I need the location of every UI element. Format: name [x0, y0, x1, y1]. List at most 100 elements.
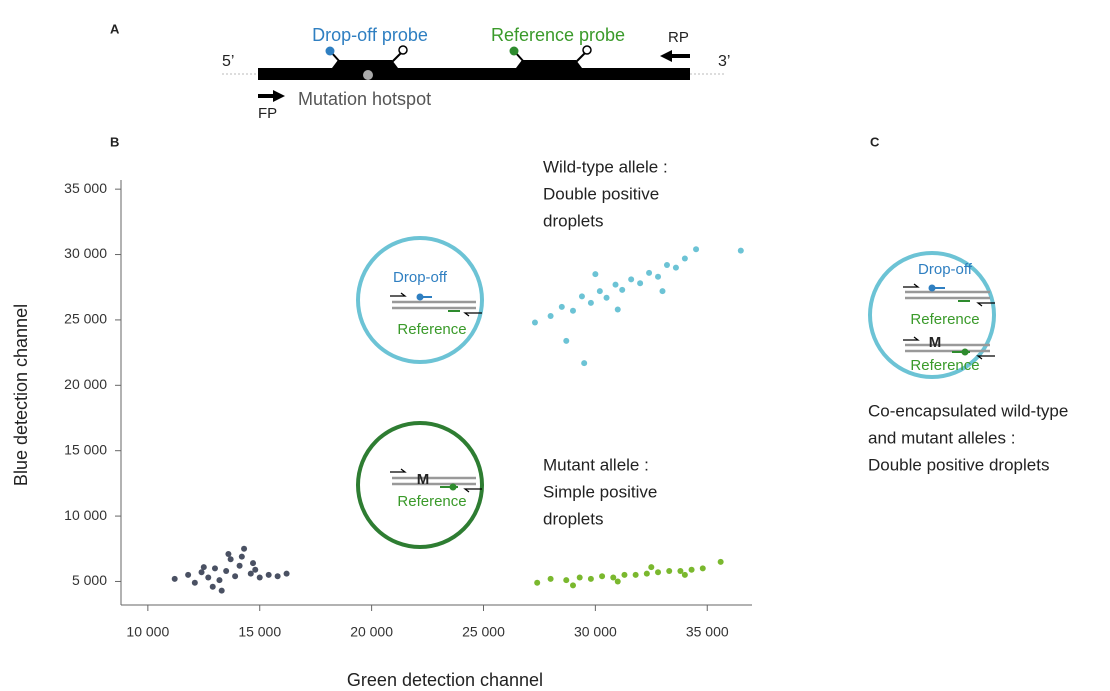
point: [228, 556, 234, 562]
x-tick-label: 25 000: [462, 624, 505, 640]
primer-arrow: [660, 50, 690, 62]
quencher: [583, 46, 591, 54]
fluorophore: [450, 484, 457, 491]
point: [563, 338, 569, 344]
fluorophore: [510, 47, 519, 56]
point: [172, 576, 178, 582]
label: Reference: [910, 357, 979, 374]
y-tick-label: 30 000: [64, 245, 107, 261]
dna-strand: [258, 68, 690, 80]
point: [577, 575, 583, 581]
point: [700, 565, 706, 571]
label: Mutation hotspot: [298, 89, 431, 109]
annotation: Mutant allele :: [543, 455, 649, 474]
probe: [516, 60, 582, 68]
point: [185, 572, 191, 578]
point: [581, 360, 587, 366]
label: M: [929, 334, 942, 351]
label: Drop-off: [393, 269, 448, 286]
point: [284, 571, 290, 577]
point: [563, 577, 569, 583]
point: [570, 308, 576, 314]
y-tick-label: 25 000: [64, 311, 107, 327]
point: [199, 569, 205, 575]
point: [718, 559, 724, 565]
y-tick-label: 15 000: [64, 441, 107, 457]
point: [548, 576, 554, 582]
x-tick-label: 30 000: [574, 624, 617, 640]
fluorophore: [417, 294, 424, 301]
point: [646, 270, 652, 276]
primer: [978, 356, 995, 359]
point: [219, 588, 225, 594]
point: [738, 248, 744, 254]
label: M: [417, 471, 430, 488]
point: [621, 572, 627, 578]
point: [644, 571, 650, 577]
label: Drop-off probe: [312, 25, 428, 45]
annotations: Wild-type allele :Double positivedroplet…: [543, 157, 668, 528]
point: [216, 577, 222, 583]
point: [257, 575, 263, 581]
point: [693, 246, 699, 252]
panel-label: B: [110, 134, 119, 149]
point: [682, 572, 688, 578]
point: [633, 572, 639, 578]
point: [666, 568, 672, 574]
probe: [332, 60, 398, 68]
label: RP: [668, 29, 689, 46]
x-tick-label: 10 000: [126, 624, 169, 640]
point: [532, 320, 538, 326]
label: Reference: [910, 311, 979, 328]
primer-arrow: [258, 90, 285, 102]
label: 5’: [222, 53, 234, 70]
point: [241, 546, 247, 552]
quencher: [399, 46, 407, 54]
point: [673, 265, 679, 271]
point: [604, 295, 610, 301]
point: [597, 288, 603, 294]
point: [599, 573, 605, 579]
y-axis-label: Blue detection channel: [11, 304, 31, 486]
y-tick-label: 35 000: [64, 180, 107, 196]
point: [275, 573, 281, 579]
point: [588, 300, 594, 306]
point: [548, 313, 554, 319]
fluorophore: [326, 47, 335, 56]
point: [205, 575, 211, 581]
label: 3’: [718, 53, 730, 70]
point: [637, 280, 643, 286]
y-tick-label: 20 000: [64, 376, 107, 392]
point: [559, 304, 565, 310]
caption-line: and mutant alleles :: [868, 428, 1015, 447]
point: [628, 276, 634, 282]
label: Reference: [397, 493, 466, 510]
label: Reference: [397, 321, 466, 338]
point: [237, 563, 243, 569]
x-axis-label: Green detection channel: [347, 670, 543, 690]
x-tick-label: 15 000: [238, 624, 281, 640]
point: [252, 567, 258, 573]
point: [619, 287, 625, 293]
point: [579, 293, 585, 299]
point: [266, 572, 272, 578]
point: [192, 580, 198, 586]
point: [659, 288, 665, 294]
point: [615, 578, 621, 584]
hotspot: [363, 70, 373, 80]
caption-line: Co-encapsulated wild-type: [868, 401, 1068, 420]
point: [655, 274, 661, 280]
label: Reference probe: [491, 25, 625, 45]
point: [648, 564, 654, 570]
y-tick-label: 10 000: [64, 507, 107, 523]
point: [570, 582, 576, 588]
annotation: Double positive: [543, 184, 659, 203]
label: Drop-off: [918, 261, 973, 278]
annotation: Simple positive: [543, 482, 657, 501]
point: [682, 255, 688, 261]
point: [615, 306, 621, 312]
point: [689, 567, 695, 573]
point: [212, 565, 218, 571]
caption-line: Double positive droplets: [868, 455, 1049, 474]
point: [232, 573, 238, 579]
